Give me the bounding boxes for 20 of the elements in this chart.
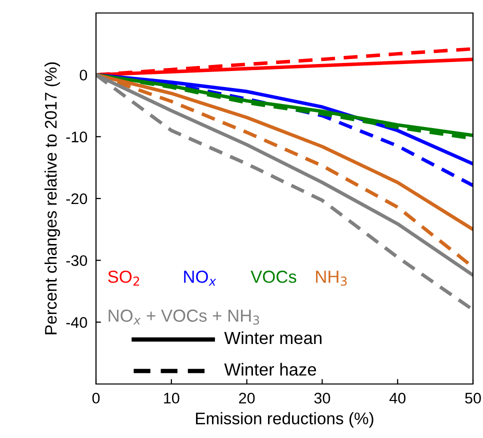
x-tick-label: 30 [314,392,330,404]
y-tick-label: -10 [66,132,88,142]
text: VOCs [250,270,296,283]
x-tick-label: 0 [92,392,100,404]
x-tick-label: 20 [239,392,255,404]
annotation: Winter haze [224,362,316,376]
y-axis-title: Percent changes relative to 2017 (%) [44,62,60,334]
text: NO$_{x}$ + VOCs + NH$_{3}$ [108,310,260,325]
y-tick-label: -40 [66,317,88,328]
x-tick-label: 10 [164,392,180,404]
text: SO$_{2}$ [108,270,140,286]
x-tick-label: 50 [465,392,481,404]
y-tick-label: -20 [66,193,88,204]
text: NH$_{3}$ [316,270,347,286]
y-tick-label: 0 [80,70,88,81]
y-tick-label: -30 [66,255,88,266]
annotation: Winter mean [224,331,322,344]
x-tick-label: 40 [389,392,406,404]
text: NO$_{x}$ [184,270,216,286]
x-axis-title: Emission reductions (%) [196,412,374,428]
